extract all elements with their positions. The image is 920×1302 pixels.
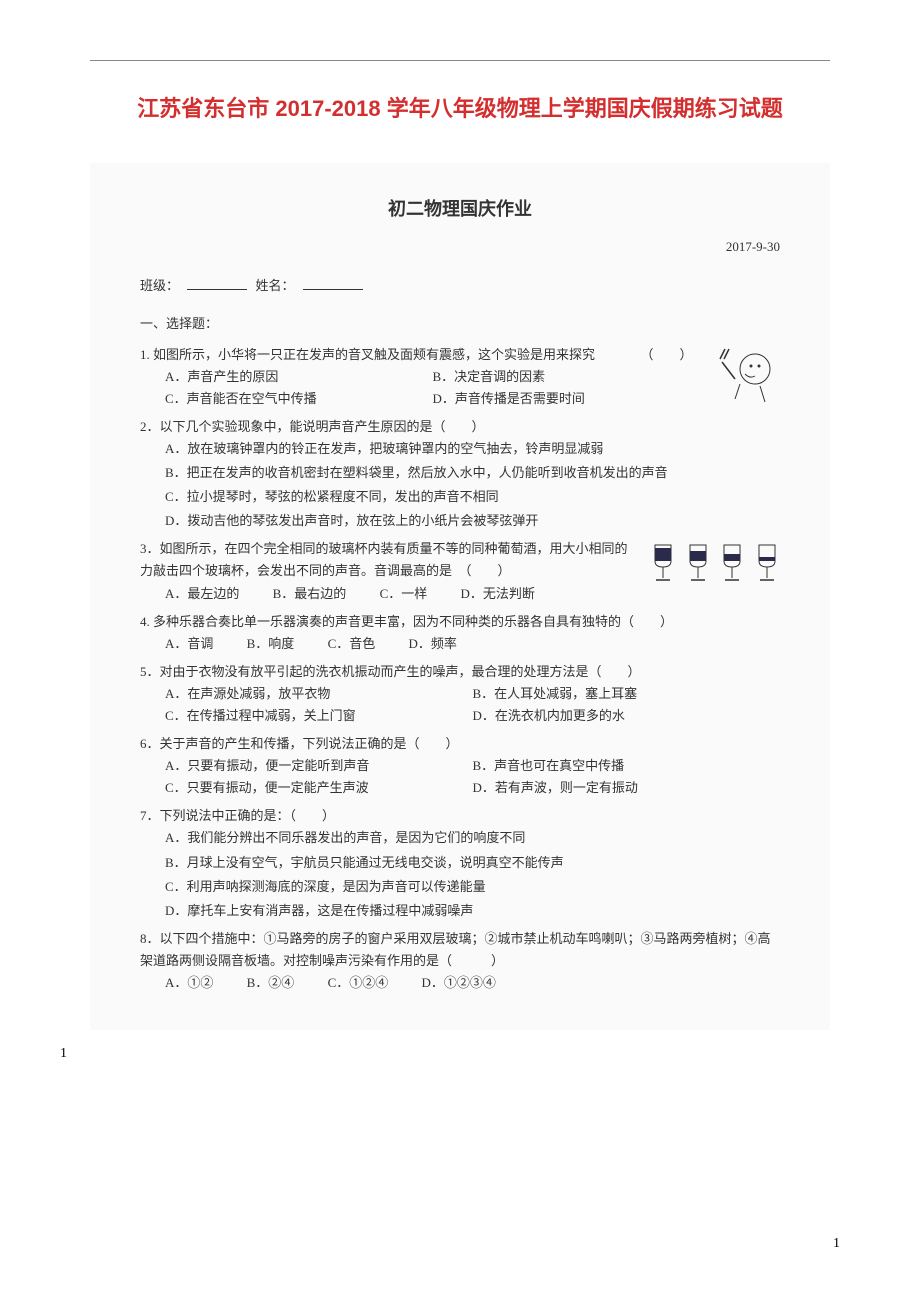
sub-title: 初二物理国庆作业 — [140, 193, 780, 225]
q1-opt-d: D．声音传播是否需要时间 — [433, 388, 701, 410]
q6-opt-c: C．只要有振动，便一定能产生声波 — [165, 777, 473, 799]
q7-opt-c: C．利用声呐探测海底的深度，是因为声音可以传递能量 — [165, 876, 780, 898]
q2-opt-c: C．拉小提琴时，琴弦的松紧程度不同，发出的声音不相同 — [165, 486, 780, 508]
q1-text: 1. 如图所示，小华将一只正在发声的音叉触及面颊有震感，这个实验是用来探究 （ … — [140, 344, 780, 366]
q2-opt-b: B．把正在发声的收音机密封在塑料袋里，然后放入水中，人仍能听到收音机发出的声音 — [165, 462, 780, 484]
q7-opt-b: B．月球上没有空气，宇航员只能通过无线电交谈，说明真空不能传声 — [165, 852, 780, 874]
q8-opt-c: C．①②④ — [328, 972, 389, 994]
q2-options: A．放在玻璃钟罩内的铃正在发声，把玻璃钟罩内的空气抽去，铃声明显减弱 B．把正在… — [140, 438, 780, 532]
page-number-right: 1 — [833, 1236, 840, 1252]
q7-options: A．我们能分辨出不同乐器发出的声音，是因为它们的响度不同 B．月球上没有空气，宇… — [140, 827, 780, 921]
q8-opt-b: B．②④ — [247, 972, 295, 994]
q7-opt-a: A．我们能分辨出不同乐器发出的声音，是因为它们的响度不同 — [165, 827, 780, 849]
q1-opt-c: C．声音能否在空气中传播 — [165, 388, 433, 410]
wine-glasses-figure — [650, 538, 780, 583]
q2-opt-a: A．放在玻璃钟罩内的铃正在发声，把玻璃钟罩内的空气抽去，铃声明显减弱 — [165, 438, 780, 460]
q6-options-row2: C．只要有振动，便一定能产生声波 D．若有声波，则一定有振动 — [140, 777, 780, 799]
q6-opt-d: D．若有声波，则一定有振动 — [473, 777, 781, 799]
wine-glass-1-icon — [650, 543, 676, 583]
q4-opt-c: C．音色 — [328, 633, 376, 655]
wine-glass-3-icon — [719, 543, 745, 583]
q5-opt-b: B．在人耳处减弱，塞上耳塞 — [473, 683, 781, 705]
q1-opt-b: B．决定音调的因素 — [433, 366, 701, 388]
question-6: 6．关于声音的产生和传播，下列说法正确的是（ ） A．只要有振动，便一定能听到声… — [140, 733, 780, 799]
name-label: 姓名： — [256, 278, 295, 293]
page-container: 江苏省东台市 2017-2018 学年八年级物理上学期国庆假期练习试题 初二物理… — [0, 0, 920, 1302]
student-info-line: 班级： 姓名： — [140, 274, 780, 297]
page-number-left: 1 — [60, 1046, 67, 1062]
question-4: 4. 多种乐器合奏比单一乐器演奏的声音更丰富，因为不同种类的乐器各自具有独特的（… — [140, 611, 780, 655]
q1-options-row2: C．声音能否在空气中传播 D．声音传播是否需要时间 — [140, 388, 700, 410]
q6-opt-a: A．只要有振动，便一定能听到声音 — [165, 755, 473, 777]
q7-text: 7．下列说法中正确的是：（ ） — [140, 805, 780, 827]
wine-glass-2-icon — [685, 543, 711, 583]
q5-options-row1: A．在声源处减弱，放平衣物 B．在人耳处减弱，塞上耳塞 — [140, 683, 780, 705]
q8-text: 8．以下四个措施中：①马路旁的房子的窗户采用双层玻璃；②城市禁止机动车鸣喇叭；③… — [140, 928, 780, 972]
question-3: 3．如图所示，在四个完全相同的玻璃杯内装有质量不等的同种葡萄酒，用大小相同的力敲… — [140, 538, 780, 604]
q5-text: 5．对由于衣物没有放平引起的洗衣机振动而产生的噪声，最合理的处理方法是（ ） — [140, 661, 780, 683]
q6-opt-b: B．声音也可在真空中传播 — [473, 755, 781, 777]
q8-opt-a: A．①② — [165, 972, 213, 994]
class-blank — [187, 289, 247, 290]
tuning-fork-figure — [710, 344, 780, 404]
q3-opt-b: B．最右边的 — [273, 583, 347, 605]
q3-opt-d: D．无法判断 — [460, 583, 534, 605]
q4-text: 4. 多种乐器合奏比单一乐器演奏的声音更丰富，因为不同种类的乐器各自具有独特的（… — [140, 611, 780, 633]
horizontal-rule — [90, 60, 830, 61]
q8-options: A．①② B．②④ C．①②④ D．①②③④ — [140, 972, 780, 994]
content-box: 初二物理国庆作业 2017-9-30 班级： 姓名： 一、选择题： — [90, 163, 830, 1030]
q3-opt-c: C．一样 — [380, 583, 428, 605]
q6-text: 6．关于声音的产生和传播，下列说法正确的是（ ） — [140, 733, 780, 755]
question-2: 2．以下几个实验现象中，能说明声音产生原因的是（ ） A．放在玻璃钟罩内的铃正在… — [140, 416, 780, 532]
question-8: 8．以下四个措施中：①马路旁的房子的窗户采用双层玻璃；②城市禁止机动车鸣喇叭；③… — [140, 928, 780, 994]
q7-opt-d: D．摩托车上安有消声器，这是在传播过程中减弱噪声 — [165, 900, 780, 922]
tuning-fork-icon — [710, 344, 780, 404]
q1-options-row1: A．声音产生的原因 B．决定音调的因素 — [140, 366, 700, 388]
q6-options-row1: A．只要有振动，便一定能听到声音 B．声音也可在真空中传播 — [140, 755, 780, 777]
q5-options-row2: C．在传播过程中减弱，关上门窗 D．在洗衣机内加更多的水 — [140, 705, 780, 727]
q3-opt-a: A．最左边的 — [165, 583, 239, 605]
main-title: 江苏省东台市 2017-2018 学年八年级物理上学期国庆假期练习试题 — [90, 91, 830, 123]
q4-opt-a: A．音调 — [165, 633, 213, 655]
section-header: 一、选择题： — [140, 312, 780, 335]
q5-opt-c: C．在传播过程中减弱，关上门窗 — [165, 705, 473, 727]
q1-opt-a: A．声音产生的原因 — [165, 366, 433, 388]
name-blank — [303, 289, 363, 290]
q3-options: A．最左边的 B．最右边的 C．一样 D．无法判断 — [140, 583, 780, 605]
question-1: 1. 如图所示，小华将一只正在发声的音叉触及面颊有震感，这个实验是用来探究 （ … — [140, 344, 780, 410]
q2-opt-d: D．拨动吉他的琴弦发出声音时，放在弦上的小纸片会被琴弦弹开 — [165, 510, 780, 532]
q4-opt-d: D．频率 — [408, 633, 456, 655]
q4-options: A．音调 B．响度 C．音色 D．频率 — [140, 633, 780, 655]
question-5: 5．对由于衣物没有放平引起的洗衣机振动而产生的噪声，最合理的处理方法是（ ） A… — [140, 661, 780, 727]
class-label: 班级： — [140, 278, 179, 293]
q5-opt-a: A．在声源处减弱，放平衣物 — [165, 683, 473, 705]
wine-glass-4-icon — [754, 543, 780, 583]
date-line: 2017-9-30 — [140, 235, 780, 258]
q2-text: 2．以下几个实验现象中，能说明声音产生原因的是（ ） — [140, 416, 780, 438]
q4-opt-b: B．响度 — [247, 633, 295, 655]
q8-opt-d: D．①②③④ — [421, 972, 495, 994]
question-7: 7．下列说法中正确的是：（ ） A．我们能分辨出不同乐器发出的声音，是因为它们的… — [140, 805, 780, 921]
q5-opt-d: D．在洗衣机内加更多的水 — [473, 705, 781, 727]
